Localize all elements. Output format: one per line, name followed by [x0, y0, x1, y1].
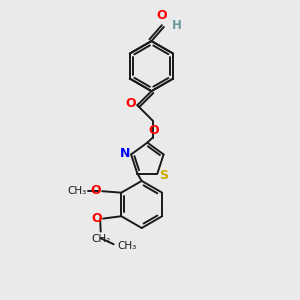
Text: O: O: [149, 124, 159, 137]
Text: CH₃: CH₃: [67, 186, 86, 196]
Text: CH₂: CH₂: [91, 234, 110, 244]
Text: H: H: [172, 19, 182, 32]
Text: CH₃: CH₃: [117, 241, 136, 251]
Text: O: O: [90, 184, 101, 197]
Text: S: S: [159, 169, 168, 182]
Text: O: O: [156, 9, 167, 22]
Text: O: O: [91, 212, 102, 225]
Text: N: N: [120, 147, 130, 161]
Text: O: O: [125, 97, 136, 110]
